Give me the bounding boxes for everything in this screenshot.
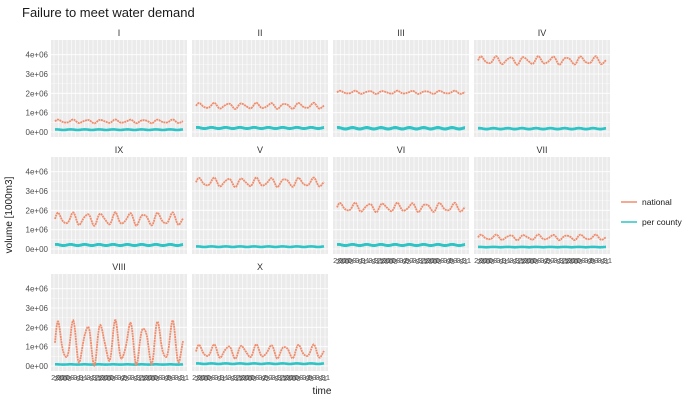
x-tick-labels-overprinted: 2000-01-012000-02-012000-03-01: [339, 258, 471, 266]
series-per-county: [55, 243, 184, 247]
series-national: [54, 211, 184, 227]
x-tick-labels-overprinted: 2000-01-012000-02-012000-03-01: [195, 376, 327, 384]
x-tick-labels-overprinted: 2000-01-012000-02-012000-03-01: [51, 375, 183, 383]
panel-label: II: [257, 28, 262, 38]
series-per-county: [196, 245, 325, 249]
x-tick-labels-overprinted: 2000-01-012000-02-012000-03-01: [192, 375, 324, 383]
panel-x: X2000-01-012000-02-012000-03-012000-01-0…: [192, 260, 330, 384]
y-tick-label: 0e+00: [26, 362, 49, 371]
x-tick-labels-overprinted: 2000-01-012000-02-012000-03-01: [480, 258, 612, 266]
panel-label: I: [118, 28, 121, 38]
panel-strip: [474, 143, 610, 156]
x-tick-labels-overprinted: 2000-01-012000-02-012000-03-01: [477, 259, 609, 267]
series-national: [477, 55, 607, 66]
y-tick-label: 4e+06: [26, 285, 49, 294]
panel-iv: IV: [474, 26, 610, 137]
panel-i: I 0e+00 1e+06 2e+06 3e+06 4e+06: [26, 26, 187, 137]
panel-label: IV: [538, 28, 547, 38]
y-tick-label: 2e+06: [26, 206, 49, 215]
panel-strip: [192, 26, 328, 39]
y-tick-label: 1e+06: [26, 343, 49, 352]
panel-label: X: [257, 262, 263, 272]
series-per-county: [478, 126, 607, 131]
y-tick-label: 1e+06: [26, 109, 49, 118]
series-national: [54, 318, 184, 367]
legend-label-national: national: [642, 197, 672, 207]
y-tick-label: 4e+06: [26, 168, 49, 177]
series-national: [195, 343, 325, 360]
panel-ii: II: [192, 26, 328, 137]
panel-strip: [51, 260, 187, 273]
panel-label: VIII: [112, 262, 126, 272]
series-per-county: [196, 362, 325, 366]
panel-vii: VII2000-01-012000-02-012000-03-012000-01…: [474, 143, 612, 267]
series-national: [477, 233, 607, 242]
panel-vi: VI2000-01-012000-02-012000-03-012000-01-…: [333, 143, 471, 267]
y-tick-label: 2e+06: [26, 89, 49, 98]
x-tick-labels-overprinted: 2000-01-012000-02-012000-03-01: [474, 258, 606, 266]
legend-item-national: national: [621, 197, 672, 207]
legend: national per county: [621, 197, 682, 227]
panel-label: VII: [536, 145, 547, 155]
panel-iii: III: [333, 26, 469, 137]
y-tick-label: 3e+06: [26, 187, 49, 196]
panel-strip: [474, 26, 610, 39]
panel-label: IX: [115, 145, 124, 155]
panel-label: V: [257, 145, 263, 155]
panel-strip: [51, 143, 187, 156]
panel-strip: [192, 143, 328, 156]
panel-v: V: [192, 143, 328, 254]
y-tick-label: 0e+00: [26, 245, 49, 254]
x-tick-labels-overprinted: 2000-01-012000-02-012000-03-01: [336, 259, 468, 267]
x-axis-title: time: [313, 386, 332, 397]
y-tick-label: 0e+00: [26, 128, 49, 137]
x-tick-labels-overprinted: 2000-01-012000-02-012000-03-01: [198, 375, 330, 383]
series-national: [195, 176, 325, 189]
series-per-county: [196, 126, 325, 130]
y-axis-title: volume [1000m3]: [4, 176, 15, 253]
panel-strip: [192, 260, 328, 273]
legend-label-per-county: per county: [642, 217, 682, 227]
y-tick-label: 4e+06: [26, 51, 49, 60]
x-tick-labels-overprinted: 2000-01-012000-02-012000-03-01: [333, 258, 465, 266]
panel-strip: [333, 26, 469, 39]
series-per-county: [337, 243, 466, 247]
panel-ix: IX 0e+00 1e+06 2e+06 3e+06 4e+06: [26, 143, 187, 254]
panel-label: III: [397, 28, 405, 38]
y-tick-label: 3e+06: [26, 70, 49, 79]
series-national: [336, 89, 466, 95]
series-per-county: [336, 126, 465, 131]
x-tick-labels-overprinted: 2000-01-012000-02-012000-03-01: [57, 375, 189, 383]
panel-viii: VIII 0e+00 1e+06 2e+06 3e+06 4e+06 2000-01-012…: [26, 260, 189, 384]
series-national: [195, 101, 325, 110]
legend-item-per-county: per county: [621, 217, 682, 227]
y-tick-label: 3e+06: [26, 304, 49, 313]
y-tick-label: 1e+06: [26, 226, 49, 235]
panel-label: VI: [397, 145, 406, 155]
series-per-county: [55, 128, 184, 132]
chart-title: Failure to meet water demand: [22, 5, 195, 20]
panel-strip: [51, 26, 187, 39]
series-national: [336, 201, 466, 214]
x-tick-labels-overprinted: 2000-01-012000-02-012000-03-01: [54, 376, 186, 384]
panel-strip: [333, 143, 469, 156]
series-national: [54, 118, 184, 125]
y-tick-label: 2e+06: [26, 323, 49, 332]
